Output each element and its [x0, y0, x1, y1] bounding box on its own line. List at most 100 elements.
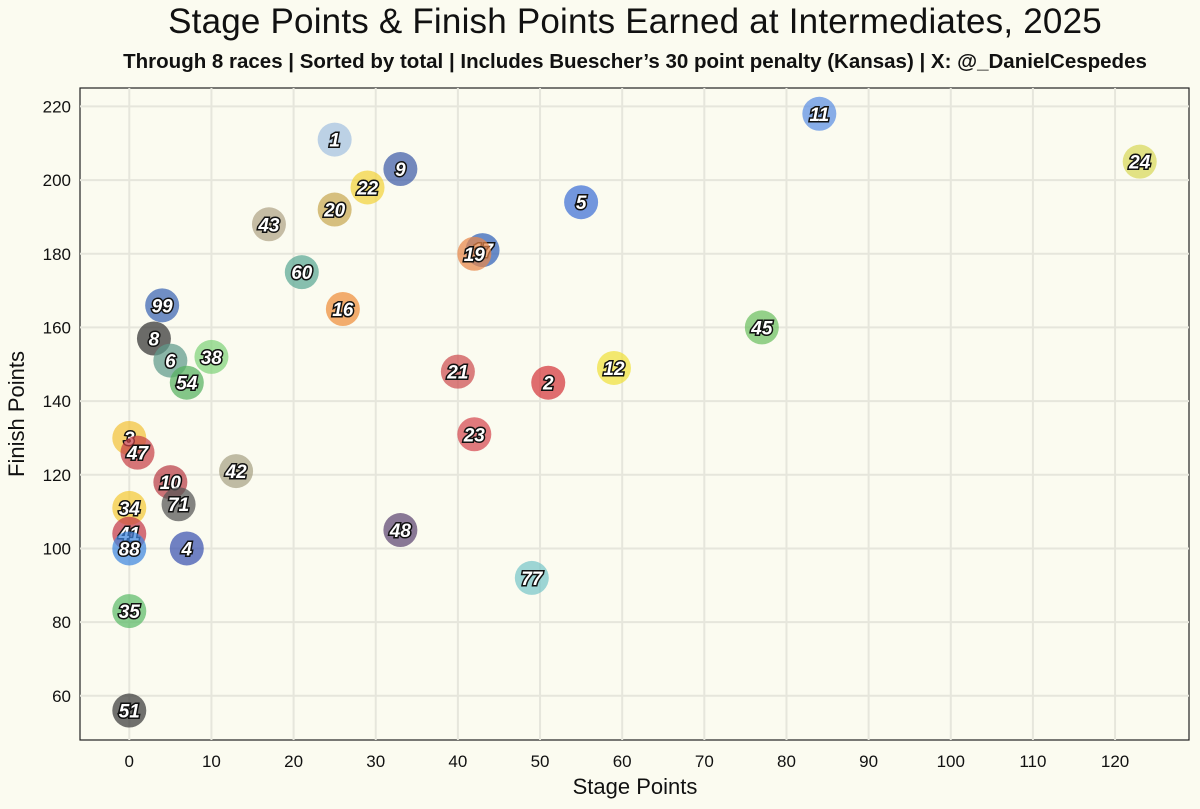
point-label: 51 — [119, 702, 140, 723]
point-marker — [564, 185, 599, 220]
x-tick-label: 110 — [1019, 752, 1046, 771]
point-marker — [120, 435, 155, 470]
point-car-2: 2 — [531, 365, 566, 400]
y-tick-label: 160 — [43, 318, 71, 337]
x-tick-label: 0 — [125, 752, 134, 771]
point-marker — [317, 122, 352, 157]
point-label: 2 — [542, 374, 554, 395]
point-marker — [169, 531, 204, 566]
point-car-42: 42 — [219, 454, 254, 489]
tick-labels: 0 10 20 30 40 50 60 70 80 90 100 110 120608010012014… — [43, 97, 1130, 771]
point-marker — [219, 454, 254, 489]
x-tick-label: 50 — [531, 752, 550, 771]
point-car-8: 8 — [136, 321, 171, 356]
point-car-23: 23 — [457, 417, 492, 452]
point-label: 22 — [356, 178, 379, 199]
point-label: 48 — [389, 521, 412, 542]
plot-area — [79, 87, 1190, 741]
point-label: 8 — [149, 329, 160, 350]
x-tick-label: 120 — [1101, 752, 1129, 771]
point-label: 45 — [750, 318, 773, 339]
point-car-45: 45 — [744, 310, 779, 345]
point-label: 60 — [291, 263, 313, 284]
point-marker — [194, 339, 229, 374]
point-marker — [531, 365, 566, 400]
y-tick-label: 120 — [43, 466, 71, 485]
point-car-16: 16 — [325, 292, 360, 327]
point-label: 11 — [809, 105, 829, 126]
point-marker — [514, 560, 549, 595]
point-car-22: 22 — [350, 170, 385, 205]
y-tick-label: 100 — [43, 539, 71, 558]
point-label: 24 — [1128, 153, 1151, 174]
y-tick-label: 200 — [43, 171, 71, 190]
point-label: 99 — [152, 296, 174, 317]
gridlines — [80, 88, 1189, 740]
point-marker — [325, 292, 360, 327]
point-marker — [457, 236, 492, 271]
point-label: 4 — [181, 539, 193, 560]
point-marker — [802, 96, 837, 131]
point-car-24: 24 — [1122, 144, 1157, 179]
point-label: 71 — [168, 495, 189, 516]
chart-subtitle: Through 8 races | Sorted by total | Incl… — [123, 50, 1147, 73]
point-marker — [284, 255, 319, 290]
x-tick-label: 30 — [366, 752, 385, 771]
point-label: 38 — [201, 348, 223, 369]
y-axis-title: Finish Points — [4, 351, 29, 477]
point-car-9: 9 — [383, 152, 418, 187]
chart-title: Stage Points & Finish Points Earned at I… — [168, 2, 1102, 41]
x-tick-label: 60 — [613, 752, 632, 771]
x-tick-label: 90 — [859, 752, 878, 771]
y-tick-label: 220 — [43, 97, 71, 116]
point-marker — [596, 350, 631, 385]
x-tick-label: 20 — [284, 752, 303, 771]
point-car-4: 4 — [169, 531, 204, 566]
point-car-54: 54 — [169, 365, 204, 400]
point-label: 34 — [119, 499, 141, 520]
point-label: 9 — [395, 160, 406, 181]
point-marker — [169, 365, 204, 400]
point-label: 1 — [329, 131, 340, 152]
point-label: 77 — [521, 569, 544, 590]
point-marker — [112, 594, 147, 629]
point-marker — [1122, 144, 1157, 179]
y-tick-label: 140 — [43, 392, 71, 411]
point-car-21: 21 — [440, 354, 475, 389]
point-car-99: 99 — [145, 288, 180, 323]
point-car-43: 43 — [251, 207, 286, 242]
point-car-48: 48 — [383, 513, 418, 548]
point-marker — [161, 487, 196, 522]
point-label: 21 — [446, 363, 468, 384]
point-marker — [383, 513, 418, 548]
point-label: 54 — [176, 374, 198, 395]
point-label: 88 — [119, 539, 141, 560]
point-car-47: 47 — [120, 435, 155, 470]
x-tick-label: 10 — [202, 752, 221, 771]
point-marker — [744, 310, 779, 345]
y-tick-label: 80 — [52, 613, 71, 632]
point-marker — [317, 192, 352, 227]
point-marker — [350, 170, 385, 205]
point-label: 16 — [332, 300, 354, 321]
point-car-88: 88 — [112, 531, 147, 566]
y-tick-label: 60 — [52, 687, 71, 706]
point-marker — [112, 490, 147, 525]
point-label: 23 — [463, 425, 486, 446]
point-label: 20 — [323, 201, 346, 222]
point-car-19: 19 — [457, 236, 492, 271]
point-car-20: 20 — [317, 192, 352, 227]
x-axis-title: Stage Points — [573, 774, 698, 799]
point-car-38: 38 — [194, 339, 229, 374]
point-car-60: 60 — [284, 255, 319, 290]
x-tick-label: 100 — [937, 752, 965, 771]
point-marker — [112, 531, 147, 566]
point-label: 42 — [225, 462, 248, 483]
point-label: 47 — [126, 444, 150, 465]
point-car-34: 34 — [112, 490, 147, 525]
point-marker — [457, 417, 492, 452]
x-tick-label: 80 — [777, 752, 796, 771]
point-car-51: 51 — [112, 693, 147, 728]
